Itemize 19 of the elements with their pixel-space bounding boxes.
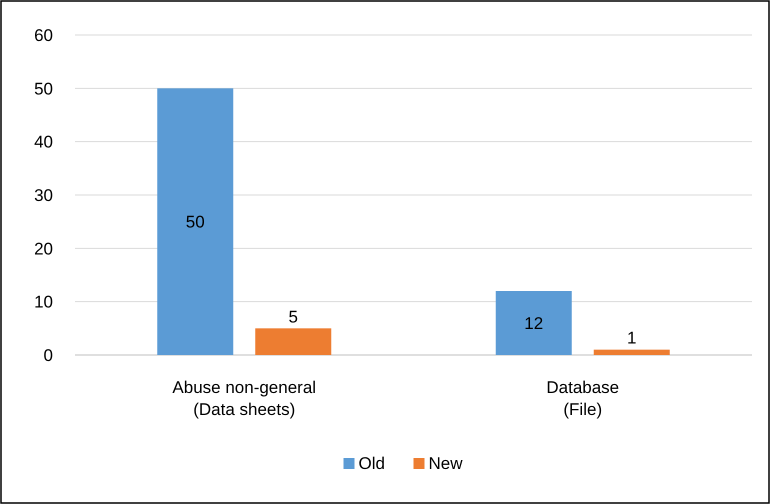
y-tick-label: 20 (34, 239, 53, 258)
data-label: 50 (186, 212, 205, 232)
x-tick-label: Abuse non-general (Data sheets) (172, 378, 316, 419)
y-tick-label: 50 (34, 79, 53, 98)
bar (255, 328, 332, 355)
y-tick-label: 10 (34, 292, 53, 312)
legend-label: New (428, 454, 464, 473)
y-tick-label: 30 (34, 186, 53, 205)
bar (157, 88, 234, 355)
x-tick-label: Database (File) (546, 378, 620, 419)
data-label: 1 (627, 328, 636, 348)
y-tick-label: 40 (34, 132, 53, 152)
bar (594, 350, 670, 355)
y-tick-label: 60 (34, 26, 53, 45)
bar (496, 291, 572, 355)
data-label: 12 (524, 314, 544, 333)
legend-label: Old (358, 454, 385, 473)
y-tick-label: 0 (44, 346, 53, 365)
data-label: 5 (288, 307, 298, 326)
